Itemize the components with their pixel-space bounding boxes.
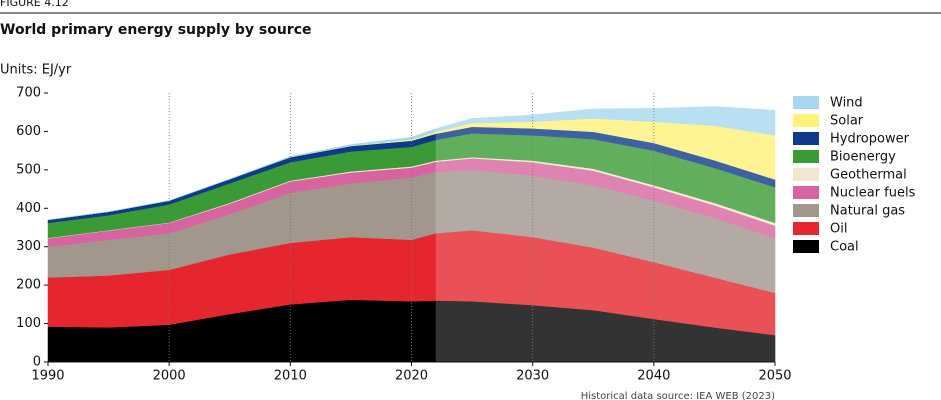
y-tick-label: 400 xyxy=(16,201,41,216)
legend-label: Solar xyxy=(830,114,864,129)
legend-label: Geothermal xyxy=(830,168,907,183)
legend-swatch xyxy=(793,114,819,127)
legend-swatch xyxy=(793,150,819,163)
x-tick-label: 2030 xyxy=(516,369,549,384)
x-tick-label: 1990 xyxy=(31,369,64,384)
x-tick-label: 2040 xyxy=(637,369,670,384)
y-tick-label: 300 xyxy=(16,239,41,254)
chart-title: World primary energy supply by source xyxy=(0,22,312,38)
y-tick-label: 700 xyxy=(16,86,41,101)
y-tick-label: 200 xyxy=(16,278,41,293)
y-tick-label: 500 xyxy=(16,162,41,177)
legend-label: Bioenergy xyxy=(830,150,896,165)
legend-swatch xyxy=(793,132,819,145)
y-tick-label: 0 xyxy=(33,355,41,370)
legend-label: Hydropower xyxy=(830,132,910,147)
projection-shade xyxy=(435,83,775,362)
y-tick-label: 600 xyxy=(16,124,41,139)
legend-label: Oil xyxy=(830,222,847,237)
figure-label: FIGURE 4.12 xyxy=(0,0,69,9)
source-note: Historical data source: IEA WEB (2023) xyxy=(581,391,775,400)
legend-swatch xyxy=(793,222,819,235)
legend-swatch xyxy=(793,240,819,253)
x-tick-label: 2050 xyxy=(758,369,791,384)
legend-swatch xyxy=(793,96,819,109)
x-tick-label: 2000 xyxy=(153,369,186,384)
legend-label: Wind xyxy=(830,96,863,111)
y-tick-label: 100 xyxy=(16,316,41,331)
legend-swatch xyxy=(793,168,819,181)
x-tick-label: 2020 xyxy=(395,369,428,384)
legend-label: Nuclear fuels xyxy=(830,186,916,201)
x-tick-label: 2010 xyxy=(274,369,307,384)
legend-label: Coal xyxy=(830,240,859,255)
legend-swatch xyxy=(793,204,819,217)
legend-swatch xyxy=(793,186,819,199)
units-label: Units: EJ/yr xyxy=(0,63,72,78)
legend-label: Natural gas xyxy=(830,204,905,219)
area xyxy=(47,106,776,221)
